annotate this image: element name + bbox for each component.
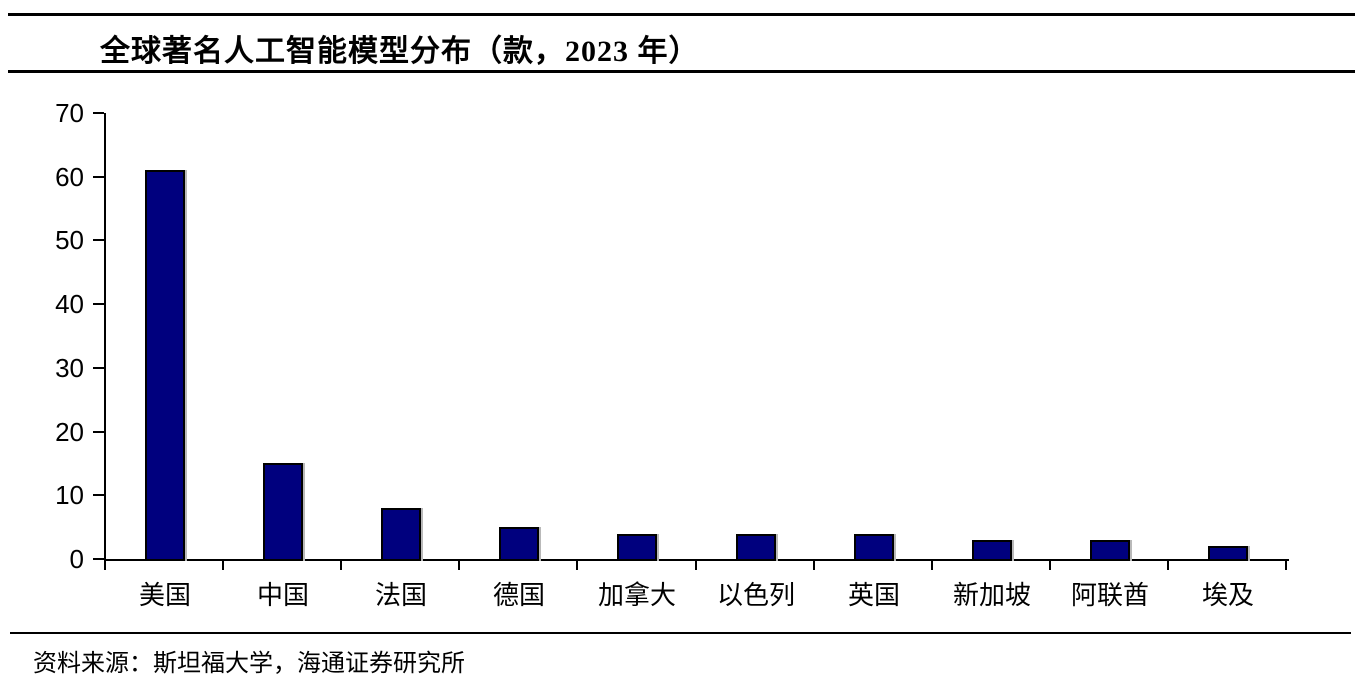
x-category-label: 以色列 xyxy=(716,581,795,610)
x-tick-mark xyxy=(930,559,933,570)
x-category-label: 英国 xyxy=(847,581,900,610)
bar-德国 xyxy=(499,527,539,561)
bar-美国 xyxy=(145,170,185,561)
x-category-label: 法国 xyxy=(374,581,427,610)
x-tick-mark xyxy=(1048,559,1051,570)
y-tick-mark xyxy=(93,558,104,560)
y-tick-mark xyxy=(93,112,104,114)
x-category-label: 加拿大 xyxy=(597,581,676,610)
y-tick-mark xyxy=(93,494,104,497)
chart-title: 全球著名人工智能模型分布（款，2023 年） xyxy=(100,35,700,68)
y-tick-label: 40 xyxy=(55,289,84,320)
bar-中国 xyxy=(263,463,303,561)
y-tick-label: 70 xyxy=(55,98,84,128)
bar-新加坡 xyxy=(972,540,1012,561)
y-tick-mark xyxy=(93,303,104,306)
footer-rule xyxy=(10,632,1351,634)
y-tick-mark xyxy=(93,239,104,242)
x-category-label: 新加坡 xyxy=(952,581,1031,610)
bar-阿联酋 xyxy=(1090,540,1130,561)
x-tick-mark xyxy=(222,559,225,570)
y-tick-label: 30 xyxy=(55,352,84,383)
x-category-label: 阿联酋 xyxy=(1070,581,1149,610)
title-rule-bottom xyxy=(8,70,1355,73)
x-tick-mark xyxy=(1285,559,1287,570)
x-tick-mark xyxy=(576,559,579,570)
y-tick-label: 10 xyxy=(55,480,84,511)
x-tick-mark xyxy=(1166,559,1169,570)
bar-以色列 xyxy=(736,534,776,561)
x-tick-mark xyxy=(340,559,343,570)
bar-埃及 xyxy=(1208,546,1248,561)
x-tick-mark xyxy=(104,559,106,570)
y-tick-mark xyxy=(93,366,104,369)
bar-英国 xyxy=(854,534,894,561)
source-note: 资料来源：斯坦福大学，海通证券研究所 xyxy=(33,651,465,677)
y-tick-mark xyxy=(93,175,104,178)
x-category-label: 埃及 xyxy=(1201,581,1254,610)
x-category-label: 美国 xyxy=(138,581,191,610)
y-axis-line xyxy=(104,113,106,561)
x-tick-mark xyxy=(694,559,697,570)
y-tick-mark xyxy=(93,430,104,433)
x-tick-mark xyxy=(458,559,461,570)
x-tick-mark xyxy=(812,559,815,570)
y-tick-label: 60 xyxy=(55,161,84,192)
y-tick-label: 50 xyxy=(55,225,84,256)
x-category-label: 德国 xyxy=(492,581,545,610)
y-tick-label: 20 xyxy=(55,416,84,447)
x-axis-line xyxy=(104,559,1289,561)
x-category-label: 中国 xyxy=(256,581,309,610)
bar-加拿大 xyxy=(617,534,657,561)
bar-法国 xyxy=(381,508,421,561)
title-rule-top xyxy=(8,13,1355,16)
y-tick-label: 0 xyxy=(69,544,84,574)
